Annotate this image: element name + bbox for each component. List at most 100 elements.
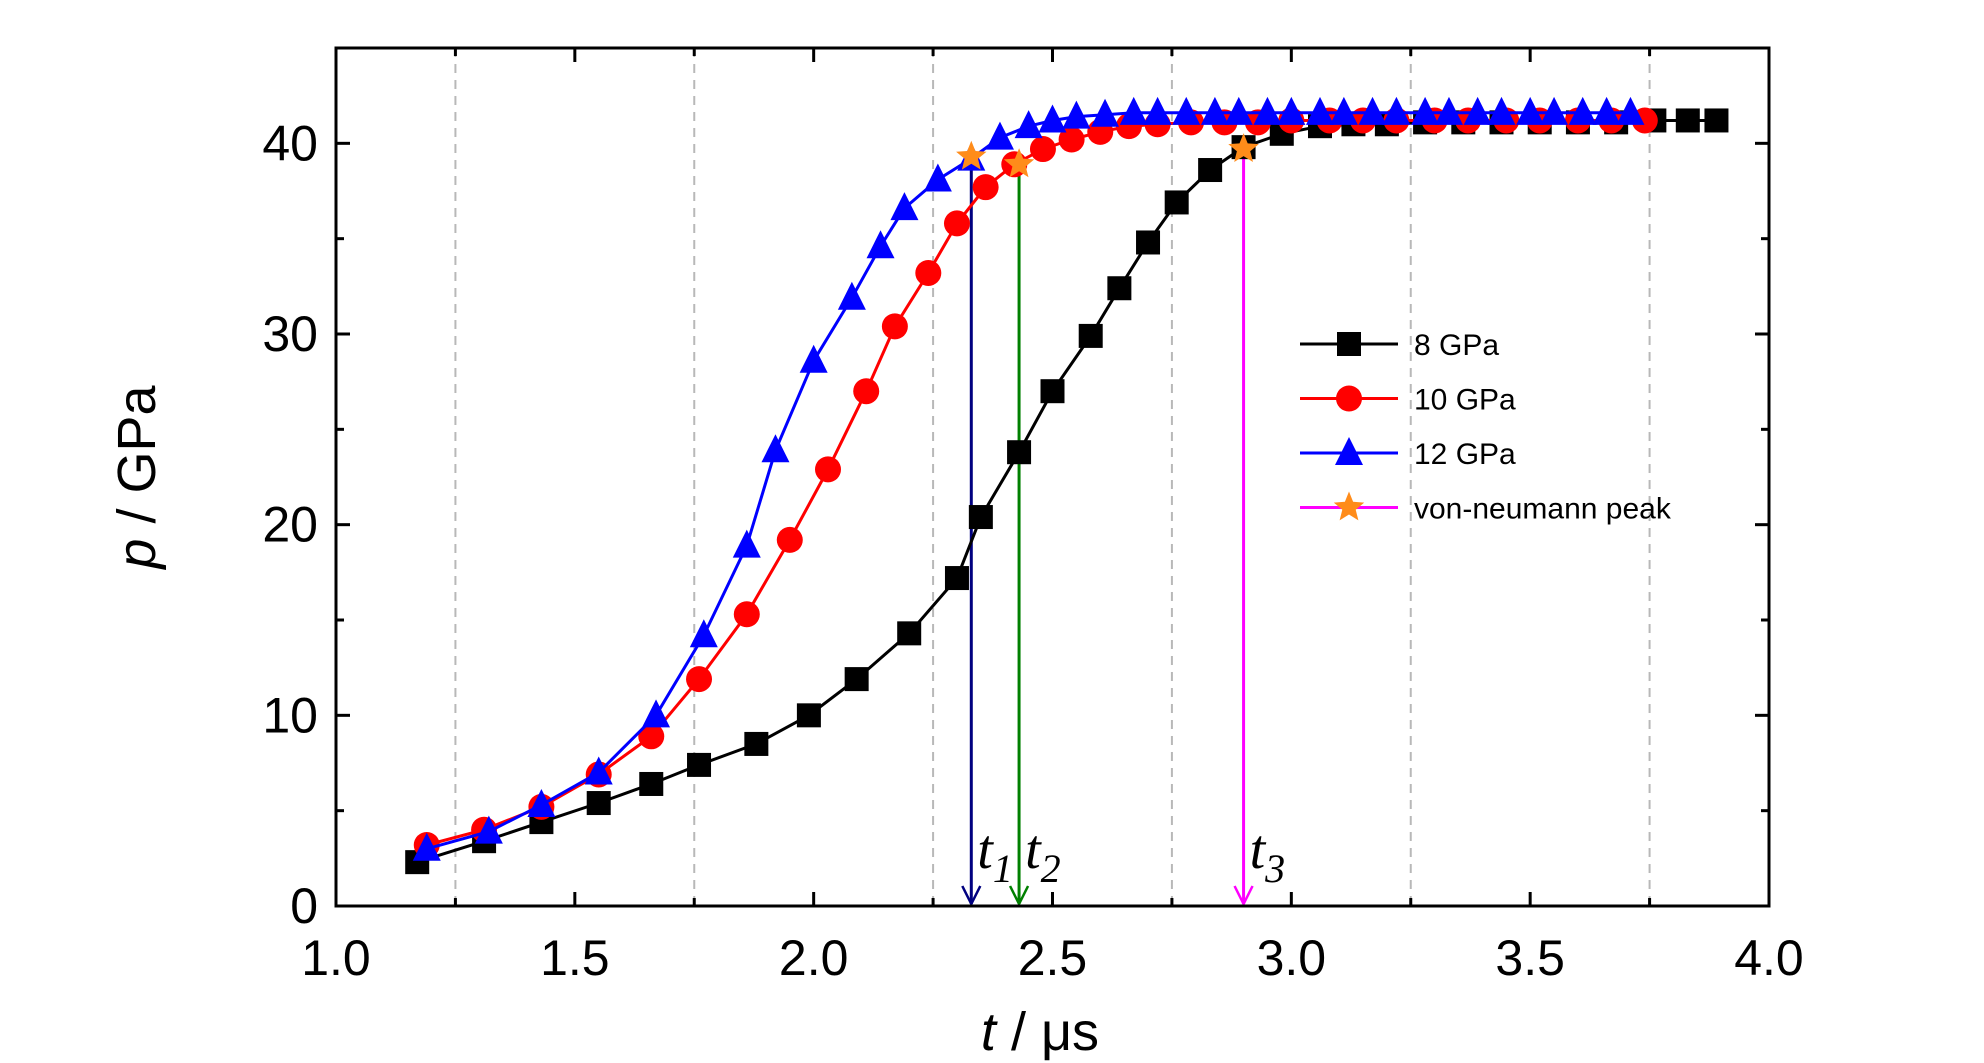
legend-marker — [1335, 437, 1363, 465]
data-point — [799, 344, 828, 373]
data-point — [639, 771, 664, 796]
tick-labels: 1.0 1.5 2.0 2.5 3.0 3.5 4.0 0 10 20 30 40 — [262, 115, 1803, 986]
arrow-labels: t1 t2 t3 — [977, 819, 1285, 891]
time-arrow-label: t3 — [1250, 819, 1286, 891]
y-axis-title-unit: / GPa — [107, 384, 167, 538]
y-tick-label: 20 — [262, 497, 318, 553]
data-point — [972, 174, 999, 201]
data-point — [853, 378, 880, 405]
data-point — [1014, 110, 1043, 139]
data-point — [1038, 104, 1067, 133]
data-point — [1164, 190, 1189, 215]
y-tick-label: 30 — [262, 306, 318, 362]
data-point — [586, 791, 611, 816]
legend-label: 8 GPa — [1414, 329, 1499, 362]
x-axis-title: t / μs — [981, 1002, 1099, 1062]
data-point — [1200, 96, 1229, 125]
data-point — [837, 281, 866, 310]
data-point — [1062, 100, 1091, 129]
legend-marker — [1336, 385, 1362, 412]
data-point — [1172, 96, 1201, 125]
data-point — [844, 667, 869, 692]
time-arrow-head — [961, 885, 982, 907]
von-neumann-peak-point — [1228, 133, 1259, 162]
data-point — [923, 163, 952, 192]
data-point — [943, 210, 970, 237]
data-point — [985, 121, 1014, 150]
data-point — [412, 832, 441, 861]
data-point — [689, 619, 718, 648]
data-point — [915, 259, 942, 286]
grid-lines — [454, 48, 1651, 906]
data-point — [814, 456, 841, 483]
data-point — [1434, 96, 1463, 125]
legend-label: 12 GPa — [1414, 438, 1516, 471]
data-point — [776, 526, 803, 553]
von-neumann-peak-point — [956, 140, 987, 170]
time-arrow-label: t2 — [1025, 819, 1061, 891]
data-point — [1305, 96, 1334, 125]
data-point — [687, 752, 712, 777]
data-point — [1382, 96, 1411, 125]
data-point — [1277, 96, 1306, 125]
x-axis-title-symbol: t — [981, 1002, 998, 1062]
data-point — [1411, 96, 1440, 125]
data-point — [1078, 323, 1103, 348]
data-point — [968, 505, 993, 530]
x-tick-label: 2.0 — [779, 930, 849, 986]
data-point — [527, 788, 556, 817]
data-point — [1463, 96, 1492, 125]
data-point — [897, 621, 922, 646]
data-point — [584, 756, 613, 785]
data-point — [1616, 96, 1645, 125]
data-point — [1253, 96, 1282, 125]
series-line — [416, 119, 1717, 864]
data-point — [1143, 96, 1172, 125]
data-point — [638, 723, 665, 750]
data-point — [1040, 379, 1065, 404]
x-tick-label: 4.0 — [1734, 930, 1804, 986]
time-arrow-head — [1008, 885, 1030, 907]
time-arrow-head — [1233, 885, 1254, 907]
data-point — [1358, 96, 1387, 125]
time-arrow-label: t1 — [977, 819, 1013, 891]
data-point — [1487, 96, 1516, 125]
data-point — [1568, 96, 1597, 125]
axis-ticks — [334, 48, 1771, 908]
data-point — [866, 230, 895, 259]
data-point — [1224, 96, 1253, 125]
data-point — [1516, 96, 1545, 125]
data-point — [890, 192, 919, 221]
data-point — [474, 815, 503, 844]
data-point — [642, 699, 671, 728]
y-tick-label: 40 — [262, 115, 318, 171]
x-tick-label: 3.0 — [1257, 930, 1327, 986]
data-point — [733, 601, 760, 628]
data-point — [1119, 96, 1148, 125]
data-point — [1704, 108, 1729, 133]
y-tick-label: 0 — [290, 878, 318, 934]
data-point — [1540, 96, 1569, 125]
legend-label: 10 GPa — [1414, 384, 1516, 417]
y-tick-label: 10 — [262, 687, 318, 743]
y-axis-title: p / GPa — [107, 384, 167, 570]
data-point — [1329, 96, 1358, 125]
data-point — [1198, 158, 1223, 183]
data-point — [1091, 98, 1120, 127]
data-point — [1592, 96, 1621, 125]
data-point — [1136, 230, 1161, 255]
time-arrows — [961, 149, 1254, 907]
y-axis-title-symbol: p — [107, 539, 167, 571]
x-tick-label: 3.5 — [1495, 930, 1565, 986]
plot-frame — [334, 46, 1771, 908]
x-axis-title-unit: / μs — [996, 1002, 1099, 1062]
x-tick-label: 1.5 — [540, 930, 610, 986]
series-line — [426, 119, 1645, 847]
data-point — [881, 313, 908, 340]
data-point — [1007, 440, 1032, 465]
data-point — [1107, 276, 1132, 301]
data-point — [732, 529, 761, 558]
data-point — [944, 566, 969, 591]
legend-label: von-neumann peak — [1414, 493, 1672, 526]
